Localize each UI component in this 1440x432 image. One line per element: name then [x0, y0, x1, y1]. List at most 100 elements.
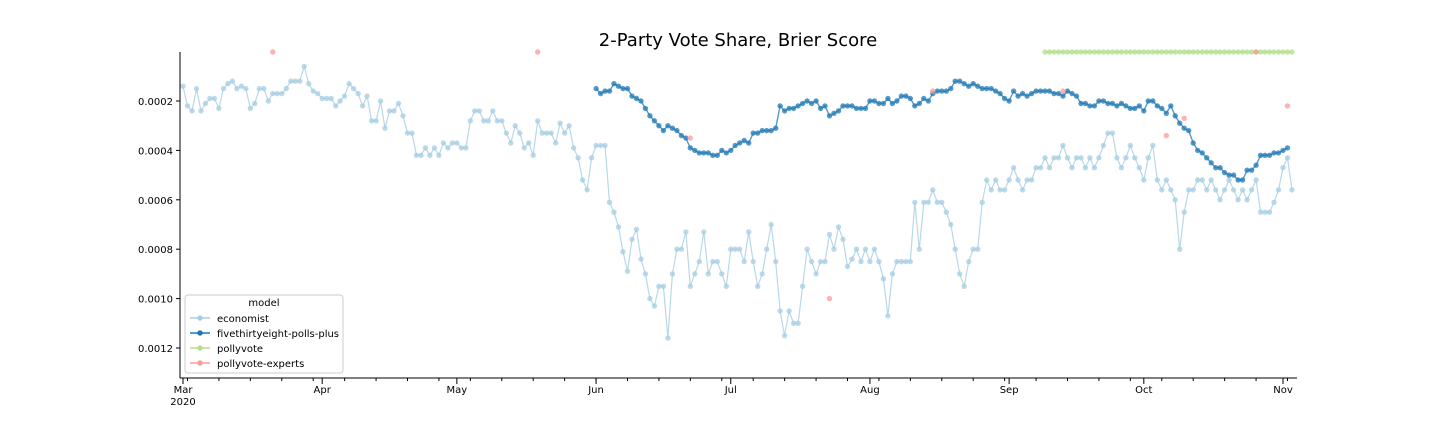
data-point-economist [570, 145, 577, 151]
data-point-fivethirtyeight-polls-plus [1213, 165, 1219, 171]
data-point-economist [876, 258, 882, 265]
data-point-fivethirtyeight-polls-plus [1141, 108, 1147, 114]
data-point-fivethirtyeight-polls-plus [961, 81, 967, 87]
data-point-economist [301, 63, 307, 70]
data-point-fivethirtyeight-polls-plus [1145, 98, 1152, 104]
data-point-economist [1096, 155, 1102, 161]
data-point-fivethirtyeight-polls-plus [714, 152, 720, 158]
data-point-fivethirtyeight-polls-plus [1217, 165, 1223, 171]
axes-layer [179, 52, 1297, 379]
data-point-economist [817, 258, 824, 265]
data-point-fivethirtyeight-polls-plus [1226, 172, 1232, 178]
data-point-pollyvote [1132, 49, 1138, 55]
data-point-economist [449, 140, 456, 146]
data-point-pollyvote [1280, 49, 1286, 55]
data-point-economist [1284, 155, 1291, 161]
data-point-economist [1051, 155, 1057, 161]
y-tick-label: 0.0008 [138, 245, 173, 256]
data-point-economist [440, 140, 447, 146]
data-point-fivethirtyeight-polls-plus [948, 85, 954, 92]
data-point-pollyvote [1235, 49, 1241, 55]
data-point-economist [826, 231, 833, 238]
data-point-fivethirtyeight-polls-plus [1230, 172, 1237, 178]
data-point-fivethirtyeight-polls-plus [660, 127, 667, 134]
data-point-economist [701, 229, 707, 235]
data-point-pollyvote [1195, 49, 1201, 55]
data-point-pollyvote [1154, 49, 1161, 55]
data-point-economist [1064, 155, 1071, 161]
data-point-fivethirtyeight-polls-plus [786, 105, 792, 112]
data-point-economist [903, 258, 909, 265]
data-point-pollyvote [1248, 49, 1255, 55]
data-point-economist [790, 320, 797, 326]
data-point-fivethirtyeight-polls-plus [651, 118, 658, 124]
data-point-economist [508, 140, 514, 146]
data-point-economist [1019, 187, 1026, 193]
data-point-fivethirtyeight-polls-plus [615, 83, 622, 89]
data-point-economist [283, 85, 289, 92]
data-point-fivethirtyeight-polls-plus [1204, 155, 1210, 161]
data-point-fivethirtyeight-polls-plus [1069, 90, 1075, 97]
data-point-pollyvote [1073, 49, 1080, 55]
data-point-economist [871, 246, 878, 252]
data-point-pollyvote [1150, 49, 1156, 55]
data-point-economist [306, 81, 312, 87]
data-point-economist [674, 246, 680, 252]
data-point-economist [418, 152, 424, 158]
data-point-economist [808, 258, 815, 265]
data-point-fivethirtyeight-polls-plus [1168, 103, 1174, 109]
legend-label: fivethirtyeight-polls-plus [217, 329, 339, 340]
data-point-economist [517, 130, 523, 136]
data-point-economist [934, 199, 940, 205]
data-point-economist [485, 118, 491, 124]
data-point-fivethirtyeight-polls-plus [984, 85, 990, 92]
data-point-economist [669, 271, 676, 277]
data-point-economist [535, 118, 541, 124]
data-point-economist [1199, 177, 1205, 183]
data-point-fivethirtyeight-polls-plus [799, 100, 806, 107]
data-point-fivethirtyeight-polls-plus [1275, 150, 1282, 156]
data-point-economist [1248, 187, 1255, 193]
data-point-fivethirtyeight-polls-plus [1248, 167, 1255, 173]
data-point-fivethirtyeight-polls-plus [1127, 105, 1134, 112]
data-point-pollyvote [1275, 49, 1282, 55]
data-point-fivethirtyeight-polls-plus [1280, 147, 1286, 154]
data-point-fivethirtyeight-polls-plus [611, 81, 617, 87]
data-point-economist [1091, 165, 1098, 171]
data-point-economist [849, 256, 855, 262]
data-point-economist [1132, 155, 1138, 161]
data-point-fivethirtyeight-polls-plus [687, 145, 693, 151]
x-tick-label: Sep [1000, 385, 1019, 396]
data-point-fivethirtyeight-polls-plus [732, 142, 738, 149]
data-point-economist [1177, 246, 1183, 252]
data-point-economist [333, 103, 339, 109]
data-point-economist [844, 263, 851, 270]
x-tick-label: Jun [587, 385, 604, 396]
data-point-fivethirtyeight-polls-plus [993, 88, 999, 94]
data-point-pollyvote [1114, 49, 1120, 55]
data-point-pollyvote [1213, 49, 1219, 55]
data-point-economist [746, 229, 752, 235]
data-point-economist [1042, 155, 1048, 161]
data-point-fivethirtyeight-polls-plus [979, 85, 985, 92]
data-point-fivethirtyeight-polls-plus [939, 88, 945, 94]
data-point-fivethirtyeight-polls-plus [1082, 100, 1089, 107]
data-point-economist [1271, 199, 1277, 205]
data-point-fivethirtyeight-polls-plus [1105, 100, 1111, 107]
data-point-fivethirtyeight-polls-plus [719, 147, 725, 154]
data-point-fivethirtyeight-polls-plus [1033, 88, 1039, 94]
data-point-economist [1253, 177, 1259, 183]
data-point-economist [575, 155, 581, 161]
data-point-pollyvote [1087, 49, 1093, 55]
data-point-economist [916, 246, 922, 252]
data-point-pollyvote [1168, 49, 1174, 55]
data-point-pollyvote [1221, 49, 1228, 55]
data-point-economist [521, 145, 527, 151]
x-tick-label: May [447, 385, 468, 396]
data-point-economist [840, 236, 846, 242]
data-point-economist [436, 152, 442, 158]
data-point-fivethirtyeight-polls-plus [903, 93, 909, 99]
data-point-fivethirtyeight-polls-plus [849, 103, 855, 109]
data-point-fivethirtyeight-polls-plus [1132, 105, 1138, 112]
